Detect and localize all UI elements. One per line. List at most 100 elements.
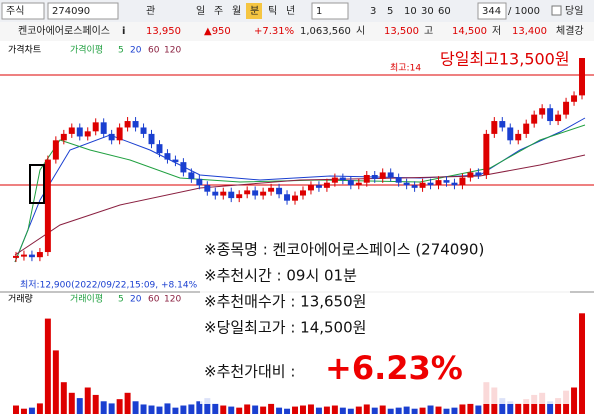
code-input[interactable] xyxy=(47,2,119,20)
minute-button[interactable]: 30 xyxy=(421,6,434,17)
legend-item: 120 xyxy=(164,46,181,56)
candle xyxy=(180,162,187,173)
candle xyxy=(555,114,562,122)
today-checkbox[interactable] xyxy=(551,5,562,16)
period-active xyxy=(246,3,262,19)
candle xyxy=(116,127,123,141)
candle xyxy=(188,172,195,179)
minute-button[interactable]: 60 xyxy=(438,6,451,17)
volume-bar xyxy=(284,408,291,414)
info[interactable]: i xyxy=(122,26,125,37)
candle xyxy=(164,153,171,160)
candle xyxy=(124,121,131,128)
candle xyxy=(507,127,514,141)
low-note: 최저:12,900(2022/09/22,15:09, +8.14% xyxy=(20,280,198,291)
minute-button[interactable]: 10 xyxy=(404,6,417,17)
candle xyxy=(60,133,67,141)
today: 당일 xyxy=(565,5,583,17)
volume-bar xyxy=(515,403,522,414)
high: 14,500 xyxy=(452,26,487,37)
legend-item: 가격차트 xyxy=(8,44,41,56)
volume-bar xyxy=(92,394,99,414)
volume-bar xyxy=(363,404,370,414)
low-label: 저 xyxy=(492,25,501,37)
open-label: 시 xyxy=(356,25,365,37)
overlay-line: ※종목명 : 켄코아에어로스페이스 (274090) xyxy=(204,241,484,259)
candle xyxy=(92,122,99,132)
volume: 1,063,560 xyxy=(300,26,351,37)
volume-bar xyxy=(379,405,386,414)
volume-bar xyxy=(116,399,123,414)
candle xyxy=(531,114,538,124)
volume-bar xyxy=(108,403,115,414)
volume-bar xyxy=(403,406,410,414)
volume-bar xyxy=(531,394,538,414)
candle xyxy=(419,182,426,188)
toolbar xyxy=(0,0,594,22)
candle xyxy=(84,131,91,137)
candle xyxy=(339,177,346,181)
candle xyxy=(212,191,219,196)
gain: +6.23% xyxy=(325,349,463,387)
volume-bar xyxy=(347,408,354,414)
code: 274090 xyxy=(52,6,90,17)
candle xyxy=(268,187,275,192)
period-button[interactable]: 주 xyxy=(214,6,223,17)
volume-bar xyxy=(28,407,35,414)
price: 13,950 xyxy=(146,26,181,37)
volume-bar xyxy=(523,399,530,414)
max-count: / 1000 xyxy=(508,6,540,17)
candle xyxy=(355,182,362,186)
ma-line xyxy=(14,154,586,256)
candle xyxy=(323,182,330,188)
candle xyxy=(571,95,578,102)
volume-bar xyxy=(236,407,243,414)
candle xyxy=(331,177,338,183)
candle xyxy=(108,133,115,141)
count-input[interactable] xyxy=(477,2,507,20)
candle xyxy=(244,190,251,195)
volume-bar xyxy=(323,406,330,414)
ma-line xyxy=(14,124,586,263)
volume-bar xyxy=(307,404,314,414)
period-button[interactable]: 일 xyxy=(196,5,205,17)
volume-bar xyxy=(220,405,227,414)
volume-bar xyxy=(411,408,418,414)
volume-bar xyxy=(571,387,578,414)
minute-button[interactable]: 5 xyxy=(387,6,393,17)
minute-button[interactable]: 3 xyxy=(370,6,376,17)
legend-item: 20 xyxy=(130,46,142,56)
rate: +7.31% xyxy=(254,26,294,37)
candle xyxy=(36,252,43,258)
overlay-line: ※당일최고가 : 14,500원 xyxy=(204,319,366,337)
volume-bar xyxy=(443,408,450,414)
candle xyxy=(68,127,75,134)
volume-bar xyxy=(260,406,267,414)
watch[interactable]: 관 xyxy=(146,5,155,17)
period-button[interactable]: 틱 xyxy=(268,5,277,17)
period-button[interactable]: 분 xyxy=(250,5,259,17)
volume-bar xyxy=(547,401,554,414)
candle xyxy=(411,185,418,188)
volume-bar xyxy=(268,403,275,414)
overlay-box xyxy=(200,234,570,404)
legend-item: 가격이평 xyxy=(70,44,103,56)
overlay-line: ※추천가대비 : xyxy=(204,363,295,381)
candle xyxy=(379,172,386,179)
candle xyxy=(491,121,498,134)
market-select[interactable] xyxy=(1,2,45,20)
legend-item: 20 xyxy=(130,295,142,305)
candle xyxy=(451,182,458,186)
candle xyxy=(260,191,267,196)
volume-bar xyxy=(164,403,171,414)
volume-bar xyxy=(507,401,514,414)
candle xyxy=(475,172,482,175)
change: ▲950 xyxy=(204,26,231,37)
period-button[interactable]: 월 xyxy=(232,5,241,17)
legend-item: 5 xyxy=(118,295,124,305)
candle xyxy=(292,195,298,201)
interval-select[interactable] xyxy=(311,2,349,20)
period-button[interactable]: 년 xyxy=(286,5,295,17)
volume-bar xyxy=(467,403,474,414)
